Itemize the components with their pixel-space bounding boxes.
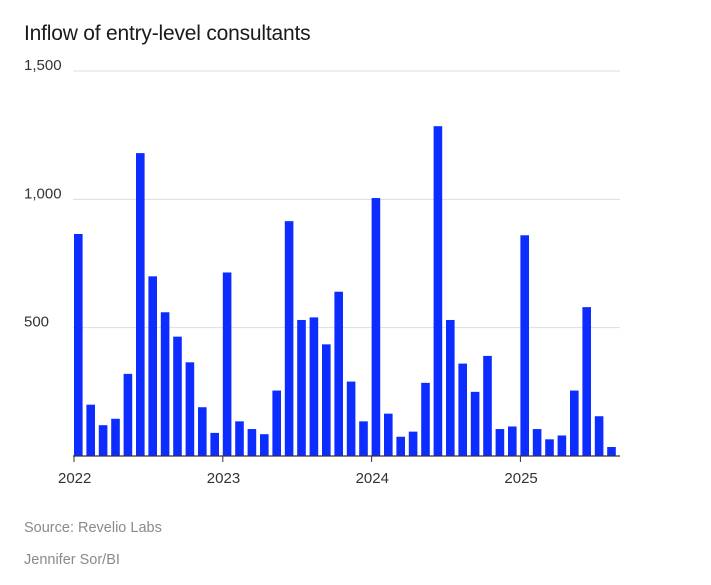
bar [594, 416, 604, 456]
bar [198, 407, 207, 456]
bar [136, 153, 145, 456]
x-tick-label: 2025 [504, 470, 537, 487]
bar [433, 126, 443, 457]
bars [74, 126, 616, 457]
bar [371, 198, 381, 457]
y-tick-label: 1,000 [24, 185, 62, 202]
bar [384, 413, 393, 456]
bar [470, 391, 480, 456]
bar [148, 276, 157, 456]
bar [446, 319, 455, 456]
author-credit: Jennifer Sor/BI [24, 552, 120, 568]
bar [173, 336, 182, 456]
bar [458, 363, 467, 456]
bar [607, 447, 616, 456]
bar [483, 355, 492, 456]
source-note: Source: Revelio Labs [24, 520, 162, 536]
bar [408, 431, 418, 456]
bar [272, 390, 281, 456]
bar [297, 319, 306, 456]
bar [160, 312, 170, 456]
y-tick-label: 1,500 [24, 57, 62, 74]
y-tick-label: 500 [24, 314, 49, 331]
bar [359, 421, 368, 456]
bar [74, 233, 83, 456]
bar [557, 435, 567, 456]
bar [123, 373, 133, 456]
bar [322, 344, 331, 456]
bar [508, 426, 517, 456]
bar [495, 429, 505, 456]
bar [545, 439, 554, 456]
x-tick-label: 2023 [207, 470, 240, 487]
x-tick-label: 2022 [58, 470, 91, 487]
bar [284, 221, 294, 456]
bar [570, 390, 579, 456]
bar [86, 404, 95, 456]
bar [98, 425, 108, 456]
bar [396, 436, 405, 456]
bar [421, 382, 430, 456]
bar [235, 421, 244, 456]
bar [346, 381, 356, 456]
bar [334, 291, 343, 456]
x-tick-label: 2024 [356, 470, 389, 487]
bar [222, 272, 232, 456]
bar [185, 362, 195, 456]
bar [520, 235, 529, 456]
bar [309, 317, 319, 456]
x-axis-labels: 2022 2023 2024 2025 [58, 456, 538, 487]
y-axis-labels: 500 1,000 1,500 [24, 57, 62, 331]
bar [582, 307, 591, 456]
bar [260, 434, 269, 456]
bar [111, 418, 120, 456]
bar [210, 432, 219, 456]
bar [247, 429, 257, 456]
chart-title: Inflow of entry-level consultants [24, 22, 311, 45]
bar [532, 429, 542, 456]
